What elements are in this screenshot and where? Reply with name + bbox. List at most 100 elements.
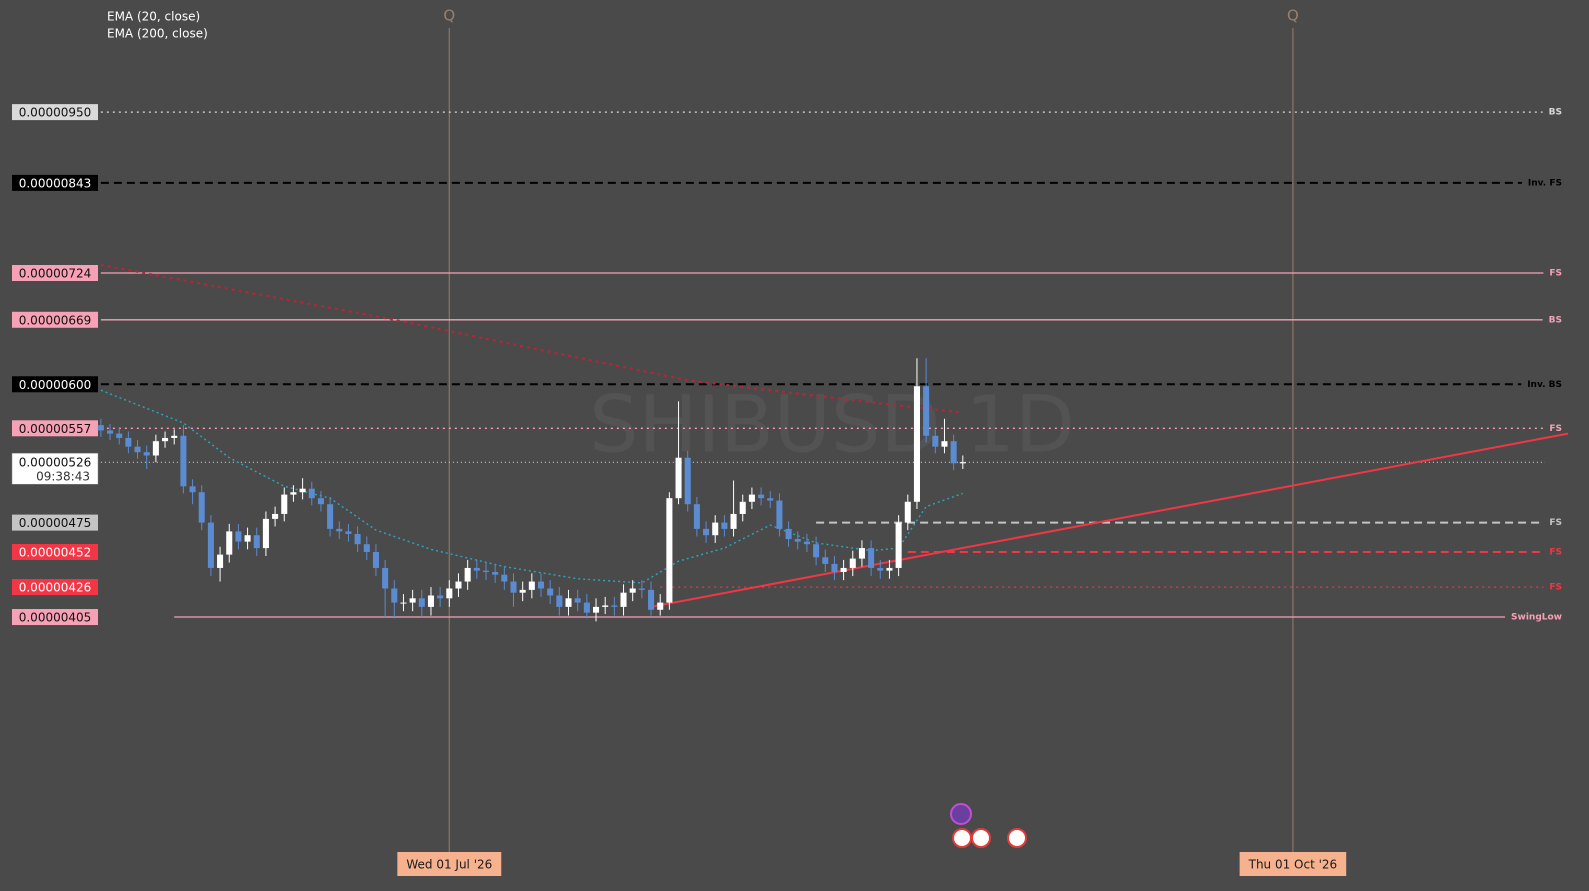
candle-body xyxy=(336,528,343,532)
price-label-box xyxy=(12,579,98,596)
candle-body xyxy=(776,500,783,529)
candle-body xyxy=(840,567,847,572)
candle-body xyxy=(97,425,104,431)
candle-body xyxy=(748,494,755,502)
price-label-box xyxy=(12,609,98,626)
candle-body xyxy=(739,501,746,514)
candle-body xyxy=(822,557,829,564)
candle-body xyxy=(583,602,590,613)
price-label: 0.00000452 xyxy=(19,546,92,560)
candle-body xyxy=(327,504,334,529)
candle-body xyxy=(198,492,205,523)
candle-body xyxy=(418,598,425,607)
price-label-box xyxy=(12,174,98,191)
level-tag: BS xyxy=(1549,108,1562,118)
candle-body xyxy=(923,386,930,436)
level-tag: Inv. FS xyxy=(1528,178,1562,188)
candle-body xyxy=(482,570,490,572)
price-label: 0.00000600 xyxy=(19,378,92,392)
candle-body xyxy=(602,605,609,607)
candle-body xyxy=(455,581,462,589)
candle-body xyxy=(574,598,581,603)
candle-body xyxy=(895,522,902,568)
candle-body xyxy=(217,554,224,568)
candle-body xyxy=(886,567,893,571)
candle-body xyxy=(171,435,178,438)
candle-body xyxy=(244,535,251,542)
candle-body xyxy=(959,462,966,464)
candle-body xyxy=(537,581,545,589)
candle-body xyxy=(281,494,288,514)
candle-body xyxy=(180,435,187,487)
x-tick-box xyxy=(1239,852,1347,876)
candle-body xyxy=(382,567,389,589)
candle-body xyxy=(657,602,664,610)
price-label-box xyxy=(12,420,98,437)
current-price-label: 0.00000526 xyxy=(19,456,92,470)
candle-body xyxy=(290,492,297,495)
candle-body xyxy=(849,558,856,568)
price-label-box xyxy=(12,311,98,328)
candle-body xyxy=(785,528,792,540)
candle-body xyxy=(565,598,572,607)
candle-body xyxy=(730,513,737,529)
candle-body xyxy=(803,541,810,545)
candle-body xyxy=(427,595,434,607)
candle-body xyxy=(409,598,416,603)
candle-body xyxy=(317,498,324,505)
event-icons[interactable] xyxy=(950,803,1027,848)
candle-body xyxy=(189,486,196,493)
level-tag: FS xyxy=(1549,269,1562,279)
candle-body xyxy=(528,581,535,590)
candle-body xyxy=(904,501,911,523)
candle-body xyxy=(519,589,526,593)
candle-body xyxy=(372,552,379,568)
candle-body xyxy=(638,588,645,590)
candle-body xyxy=(813,544,820,558)
candle-body xyxy=(501,574,508,582)
candle-body xyxy=(446,588,453,599)
event-icon[interactable] xyxy=(971,828,991,848)
candle-body xyxy=(134,446,141,453)
candle-body xyxy=(400,602,407,604)
candle-body xyxy=(767,498,774,501)
candle-body xyxy=(556,595,563,607)
level-tag: FS xyxy=(1549,548,1562,558)
candle-body xyxy=(207,522,214,568)
candle-body xyxy=(152,441,159,456)
event-icon[interactable] xyxy=(950,803,972,825)
candle-body xyxy=(162,437,169,442)
candle-body xyxy=(758,494,765,499)
event-icon[interactable] xyxy=(952,828,972,848)
price-label: 0.00000405 xyxy=(19,611,92,625)
candle-body xyxy=(703,528,710,536)
candle-body xyxy=(858,548,865,559)
price-label: 0.00000724 xyxy=(19,267,92,281)
quarter-marker: Q xyxy=(1287,7,1299,25)
candle-body xyxy=(299,488,306,493)
candle-body xyxy=(391,588,398,603)
price-label-box xyxy=(12,544,98,561)
candle-body xyxy=(794,539,801,542)
price-label: 0.00000475 xyxy=(19,516,92,530)
level-tag: Inv. BS xyxy=(1527,380,1562,390)
price-label: 0.00000950 xyxy=(19,106,92,120)
candle-body xyxy=(877,567,884,571)
candle-body xyxy=(950,441,957,464)
event-icon[interactable] xyxy=(1007,828,1027,848)
level-tag: FS xyxy=(1549,518,1562,528)
candle-body xyxy=(226,531,233,555)
countdown: 09:38:43 xyxy=(36,470,90,484)
candle-body xyxy=(272,513,279,519)
current-price-box xyxy=(11,452,99,485)
price-label-box xyxy=(12,265,98,282)
candle-body xyxy=(611,605,618,607)
candle-body xyxy=(693,504,700,529)
x-tick-box xyxy=(397,852,502,876)
candle-body xyxy=(868,548,875,568)
candle-body xyxy=(308,488,315,499)
candle-body xyxy=(437,595,444,599)
candle-body xyxy=(712,522,719,536)
